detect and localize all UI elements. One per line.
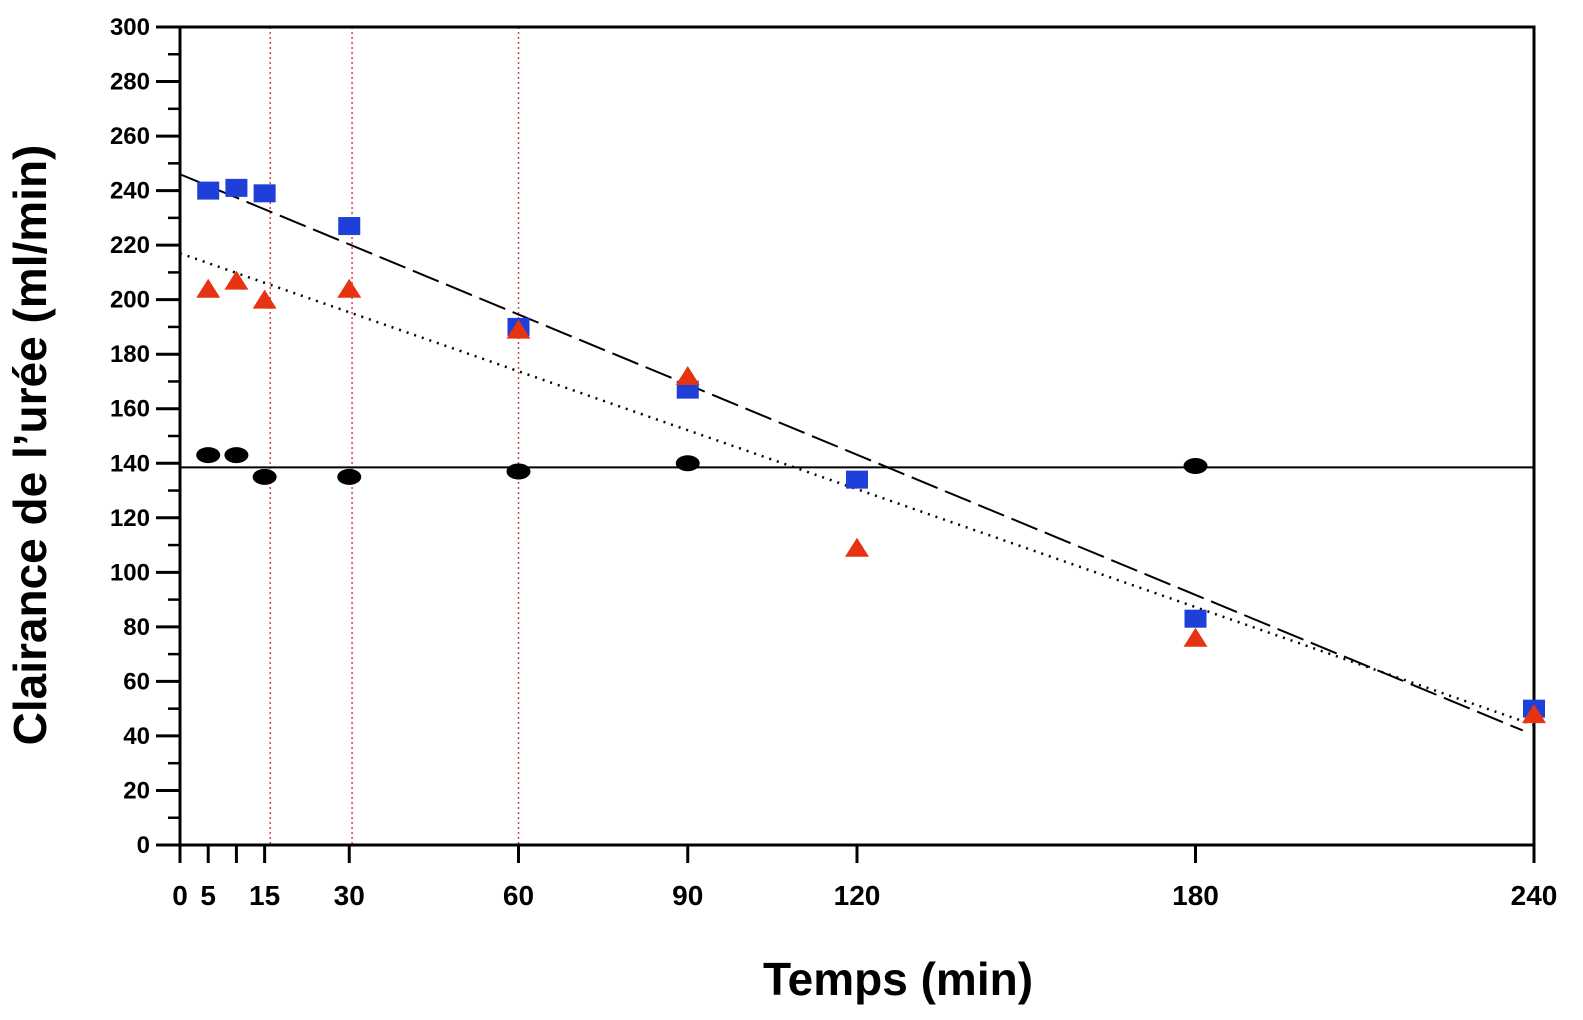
y-tick-label: 80 bbox=[123, 614, 150, 641]
x-tick-label: 60 bbox=[503, 880, 534, 911]
data-point-square bbox=[253, 184, 276, 203]
x-axis-title: Temps (min) bbox=[763, 953, 1033, 1005]
plot-frame-group bbox=[178, 25, 1536, 847]
x-tick-label: 5 bbox=[200, 880, 216, 911]
y-tick-label: 240 bbox=[110, 178, 150, 205]
data-point-square bbox=[225, 178, 248, 197]
y-tick-label: 200 bbox=[110, 287, 150, 314]
x-tick-label: 30 bbox=[334, 880, 365, 911]
x-tick-label: 0 bbox=[172, 880, 188, 911]
y-tick-label: 0 bbox=[137, 832, 150, 859]
y-tick-label: 220 bbox=[110, 232, 150, 259]
data-point-triangle bbox=[337, 278, 362, 298]
data-point-ellipse bbox=[506, 463, 531, 480]
axes-group: 0 20 40 60 80 100 120 140 160 180 200 220 240 260 280 3… bbox=[110, 14, 1557, 911]
data-point-triangle bbox=[845, 537, 869, 557]
data-point-triangle bbox=[1183, 627, 1208, 647]
x-tick-label: 90 bbox=[672, 880, 703, 911]
y-tick-label: 160 bbox=[110, 396, 150, 423]
data-point-square bbox=[846, 470, 868, 489]
data-point-ellipse bbox=[1183, 457, 1208, 474]
y-tick-label: 280 bbox=[110, 69, 150, 96]
data-point-ellipse bbox=[252, 468, 277, 485]
fit-line-dashed bbox=[179, 173, 1524, 732]
x-tick-label: 15 bbox=[249, 880, 280, 911]
data-points-group bbox=[196, 178, 1546, 724]
x-tick-label: 180 bbox=[1172, 880, 1219, 911]
reference-lines-group bbox=[269, 27, 520, 845]
y-axis-title: Clairance de l’urée (ml/min) bbox=[4, 145, 56, 746]
plot-frame bbox=[178, 25, 1536, 847]
y-tick-label: 300 bbox=[110, 14, 150, 41]
y-tick-label: 180 bbox=[110, 341, 150, 368]
x-tick-label: 120 bbox=[834, 880, 881, 911]
y-tick-label: 120 bbox=[110, 505, 150, 532]
y-tick-label: 20 bbox=[123, 777, 150, 804]
data-point-ellipse bbox=[196, 447, 221, 464]
y-tick-label: 60 bbox=[123, 668, 150, 695]
y-tick-label: 100 bbox=[110, 559, 150, 586]
data-point-ellipse bbox=[224, 447, 249, 464]
y-tick-label: 140 bbox=[110, 450, 150, 477]
data-point-square bbox=[1184, 609, 1207, 628]
data-point-square bbox=[338, 217, 361, 236]
data-point-square bbox=[197, 181, 220, 200]
data-point-triangle bbox=[1522, 704, 1546, 724]
data-point-triangle bbox=[506, 319, 531, 339]
data-point-triangle bbox=[252, 289, 277, 309]
fit-lines-group bbox=[179, 173, 1535, 732]
data-point-ellipse bbox=[675, 455, 700, 472]
data-point-triangle bbox=[675, 366, 700, 386]
data-point-ellipse bbox=[337, 468, 362, 485]
fit-line-dotted bbox=[179, 252, 1535, 727]
y-tick-label: 40 bbox=[123, 723, 150, 750]
data-point-square bbox=[676, 380, 699, 399]
x-tick-label: 240 bbox=[1511, 880, 1558, 911]
data-point-triangle bbox=[224, 270, 249, 290]
data-point-triangle bbox=[196, 278, 221, 298]
y-tick-label: 260 bbox=[110, 123, 150, 150]
